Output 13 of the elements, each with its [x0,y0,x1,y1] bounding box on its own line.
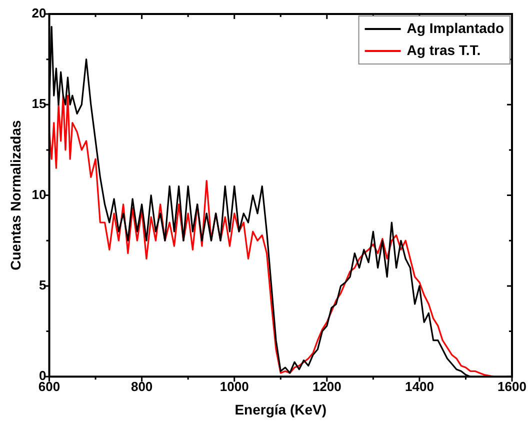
y-tick-label: 20 [32,6,46,21]
x-tick-label: 800 [130,378,153,394]
x-tick-label: 1400 [404,378,434,394]
legend-label: Ag Implantado [406,20,504,36]
x-tick-label: 1200 [312,378,342,394]
x-tick-label: 1600 [498,378,526,394]
y-tick-label: 5 [39,278,46,293]
x-tick-label: 1000 [220,378,249,394]
y-tick-label: 15 [32,96,46,112]
x-axis-title: Energía (KeV) [234,401,327,418]
y-axis-title: Cuentas Normalizadas [7,120,24,270]
legend-label: Ag tras T.T. [406,42,481,58]
y-tick-label: 10 [32,186,46,202]
